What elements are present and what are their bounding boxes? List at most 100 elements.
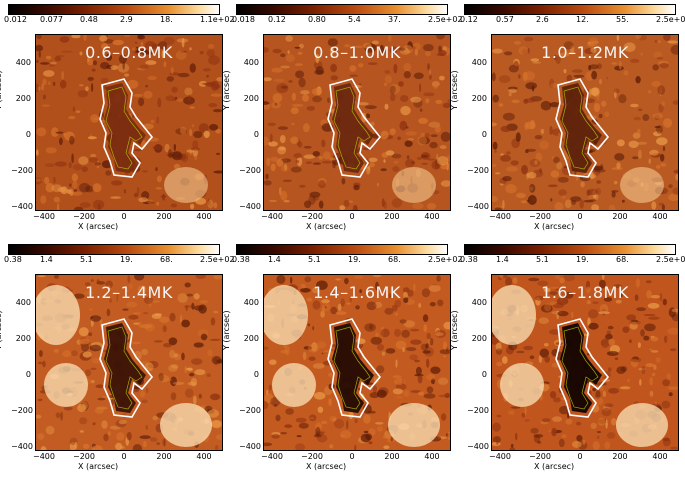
y-tick-label: 400 xyxy=(243,298,259,307)
y-tick-label: 200 xyxy=(15,334,31,343)
colorbar-tick-label: 68. xyxy=(616,255,629,264)
x-tick-label: −200 xyxy=(529,212,551,221)
colorbar-tick-label: 0.018 xyxy=(232,15,255,24)
colorbar-tick-label: 1.4 xyxy=(496,255,509,264)
map-panel: 0.12 0.57 2.6 12. 55. 2.5e+02 1.0–1.2MK 400 200 0… xyxy=(450,0,685,240)
solar-map-image: 1.6–1.8MK xyxy=(491,274,679,451)
y-tick-label: −200 xyxy=(467,406,489,415)
x-tick-label: −200 xyxy=(73,212,95,221)
y-tick-label: −200 xyxy=(467,166,489,175)
y-tick-label: −400 xyxy=(11,442,33,451)
colorbar-tick-labels: 0.38 1.4 5.1 19. 68. 2.5e+02 xyxy=(4,255,235,267)
x-tick-label: 400 xyxy=(196,452,212,461)
x-axis-label: X (arcsec) xyxy=(78,462,119,471)
y-tick-label: 400 xyxy=(15,58,31,67)
y-tick-label: −400 xyxy=(11,202,33,211)
y-tick-label: 0 xyxy=(481,370,487,379)
colorbar xyxy=(8,244,220,255)
x-tick-label: −400 xyxy=(261,452,283,461)
x-tick-label: 0 xyxy=(121,212,127,221)
solar-map-image: 1.0–1.2MK xyxy=(491,34,679,211)
colorbar-tick-label: 0.12 xyxy=(268,15,286,24)
y-axis-label: Y (arcsec) xyxy=(222,310,231,350)
colorbar-tick-label: 0.48 xyxy=(80,15,98,24)
colorbar-tick-label: 1.4 xyxy=(40,255,53,264)
x-tick-label: 400 xyxy=(424,452,440,461)
y-tick-label: 0 xyxy=(25,370,31,379)
y-tick-label: 200 xyxy=(15,94,31,103)
x-tick-label: 400 xyxy=(424,212,440,221)
colorbar-tick-label: 18. xyxy=(160,15,173,24)
x-axis-label: X (arcsec) xyxy=(534,222,575,231)
y-tick-label: 400 xyxy=(243,58,259,67)
x-tick-label: −200 xyxy=(301,452,323,461)
colorbar xyxy=(464,4,676,15)
x-tick-label: −400 xyxy=(489,452,511,461)
x-tick-label: −400 xyxy=(489,212,511,221)
colorbar xyxy=(8,4,220,15)
y-axis-label: Y (arcsec) xyxy=(0,70,3,110)
map-panel: 0.018 0.12 0.80 5.4 37. 2.5e+02 0.8–1.0MK 400 20… xyxy=(222,0,463,240)
x-axis-label: X (arcsec) xyxy=(306,222,347,231)
y-tick-label: −400 xyxy=(239,442,261,451)
colorbar-tick-labels: 0.012 0.077 0.48 2.9 18. 1.1e+02 xyxy=(4,15,235,27)
y-axis-label: Y (arcsec) xyxy=(222,70,231,110)
colorbar-tick-label: 5.1 xyxy=(80,255,93,264)
colorbar-tick-label: 19. xyxy=(576,255,589,264)
x-tick-label: 0 xyxy=(121,452,127,461)
colorbar xyxy=(464,244,676,255)
x-tick-label: 400 xyxy=(196,212,212,221)
colorbar-tick-labels: 0.12 0.57 2.6 12. 55. 2.5e+02 xyxy=(460,15,685,27)
colorbar-tick-label: 55. xyxy=(616,15,629,24)
colorbar-tick-label: 5.4 xyxy=(348,15,361,24)
map-panel: 0.38 1.4 5.1 19. 68. 2.5e+02 1.4–1.6MK 400 200 0 −… xyxy=(222,240,463,480)
colorbar-tick-label: 1.1e+02 xyxy=(200,15,235,24)
colorbar-tick-label: 5.1 xyxy=(308,255,321,264)
temperature-band-label: 1.2–1.4MK xyxy=(85,283,173,302)
colorbar-tick-labels: 0.38 1.4 5.1 19. 68. 2.5e+02 xyxy=(232,255,463,267)
y-tick-label: −200 xyxy=(239,166,261,175)
colorbar-tick-label: 2.5e+02 xyxy=(428,15,463,24)
x-tick-label: −200 xyxy=(301,212,323,221)
colorbar-tick-label: 2.6 xyxy=(536,15,549,24)
colorbar xyxy=(236,244,448,255)
x-tick-label: 0 xyxy=(349,452,355,461)
y-tick-label: −400 xyxy=(467,202,489,211)
y-tick-label: −400 xyxy=(239,202,261,211)
x-tick-label: −400 xyxy=(261,212,283,221)
x-axis-label: X (arcsec) xyxy=(534,462,575,471)
y-tick-label: −200 xyxy=(239,406,261,415)
colorbar-tick-label: 0.80 xyxy=(308,15,326,24)
x-tick-label: 200 xyxy=(384,212,400,221)
colorbar-tick-labels: 0.38 1.4 5.1 19. 68. 2.5e+02 xyxy=(460,255,685,267)
y-axis-label: Y (arcsec) xyxy=(450,70,459,110)
x-tick-label: 200 xyxy=(612,212,628,221)
x-tick-label: −400 xyxy=(33,212,55,221)
solar-map-image: 0.8–1.0MK xyxy=(263,34,451,211)
x-tick-label: 400 xyxy=(652,452,668,461)
x-tick-label: 200 xyxy=(612,452,628,461)
colorbar-tick-label: 68. xyxy=(160,255,173,264)
x-tick-label: 200 xyxy=(156,452,172,461)
y-tick-label: −400 xyxy=(467,442,489,451)
x-tick-label: 400 xyxy=(652,212,668,221)
colorbar-tick-label: 68. xyxy=(388,255,401,264)
colorbar-tick-label: 2.5e+02 xyxy=(428,255,463,264)
colorbar-tick-label: 12. xyxy=(576,15,589,24)
colorbar-tick-label: 37. xyxy=(388,15,401,24)
colorbar-tick-label: 2.5e+02 xyxy=(200,255,235,264)
colorbar-tick-label: 0.012 xyxy=(4,15,27,24)
colorbar-tick-label: 19. xyxy=(120,255,133,264)
colorbar-tick-label: 0.38 xyxy=(4,255,22,264)
colorbar-tick-label: 1.4 xyxy=(268,255,281,264)
temperature-band-label: 0.6–0.8MK xyxy=(85,43,173,62)
x-tick-label: −200 xyxy=(529,452,551,461)
y-tick-label: 0 xyxy=(253,370,259,379)
x-tick-label: 200 xyxy=(156,212,172,221)
x-tick-label: 0 xyxy=(577,452,583,461)
colorbar-tick-label: 5.1 xyxy=(536,255,549,264)
y-tick-label: 0 xyxy=(25,130,31,139)
y-tick-label: 200 xyxy=(471,334,487,343)
colorbar xyxy=(236,4,448,15)
colorbar-tick-label: 0.077 xyxy=(40,15,63,24)
